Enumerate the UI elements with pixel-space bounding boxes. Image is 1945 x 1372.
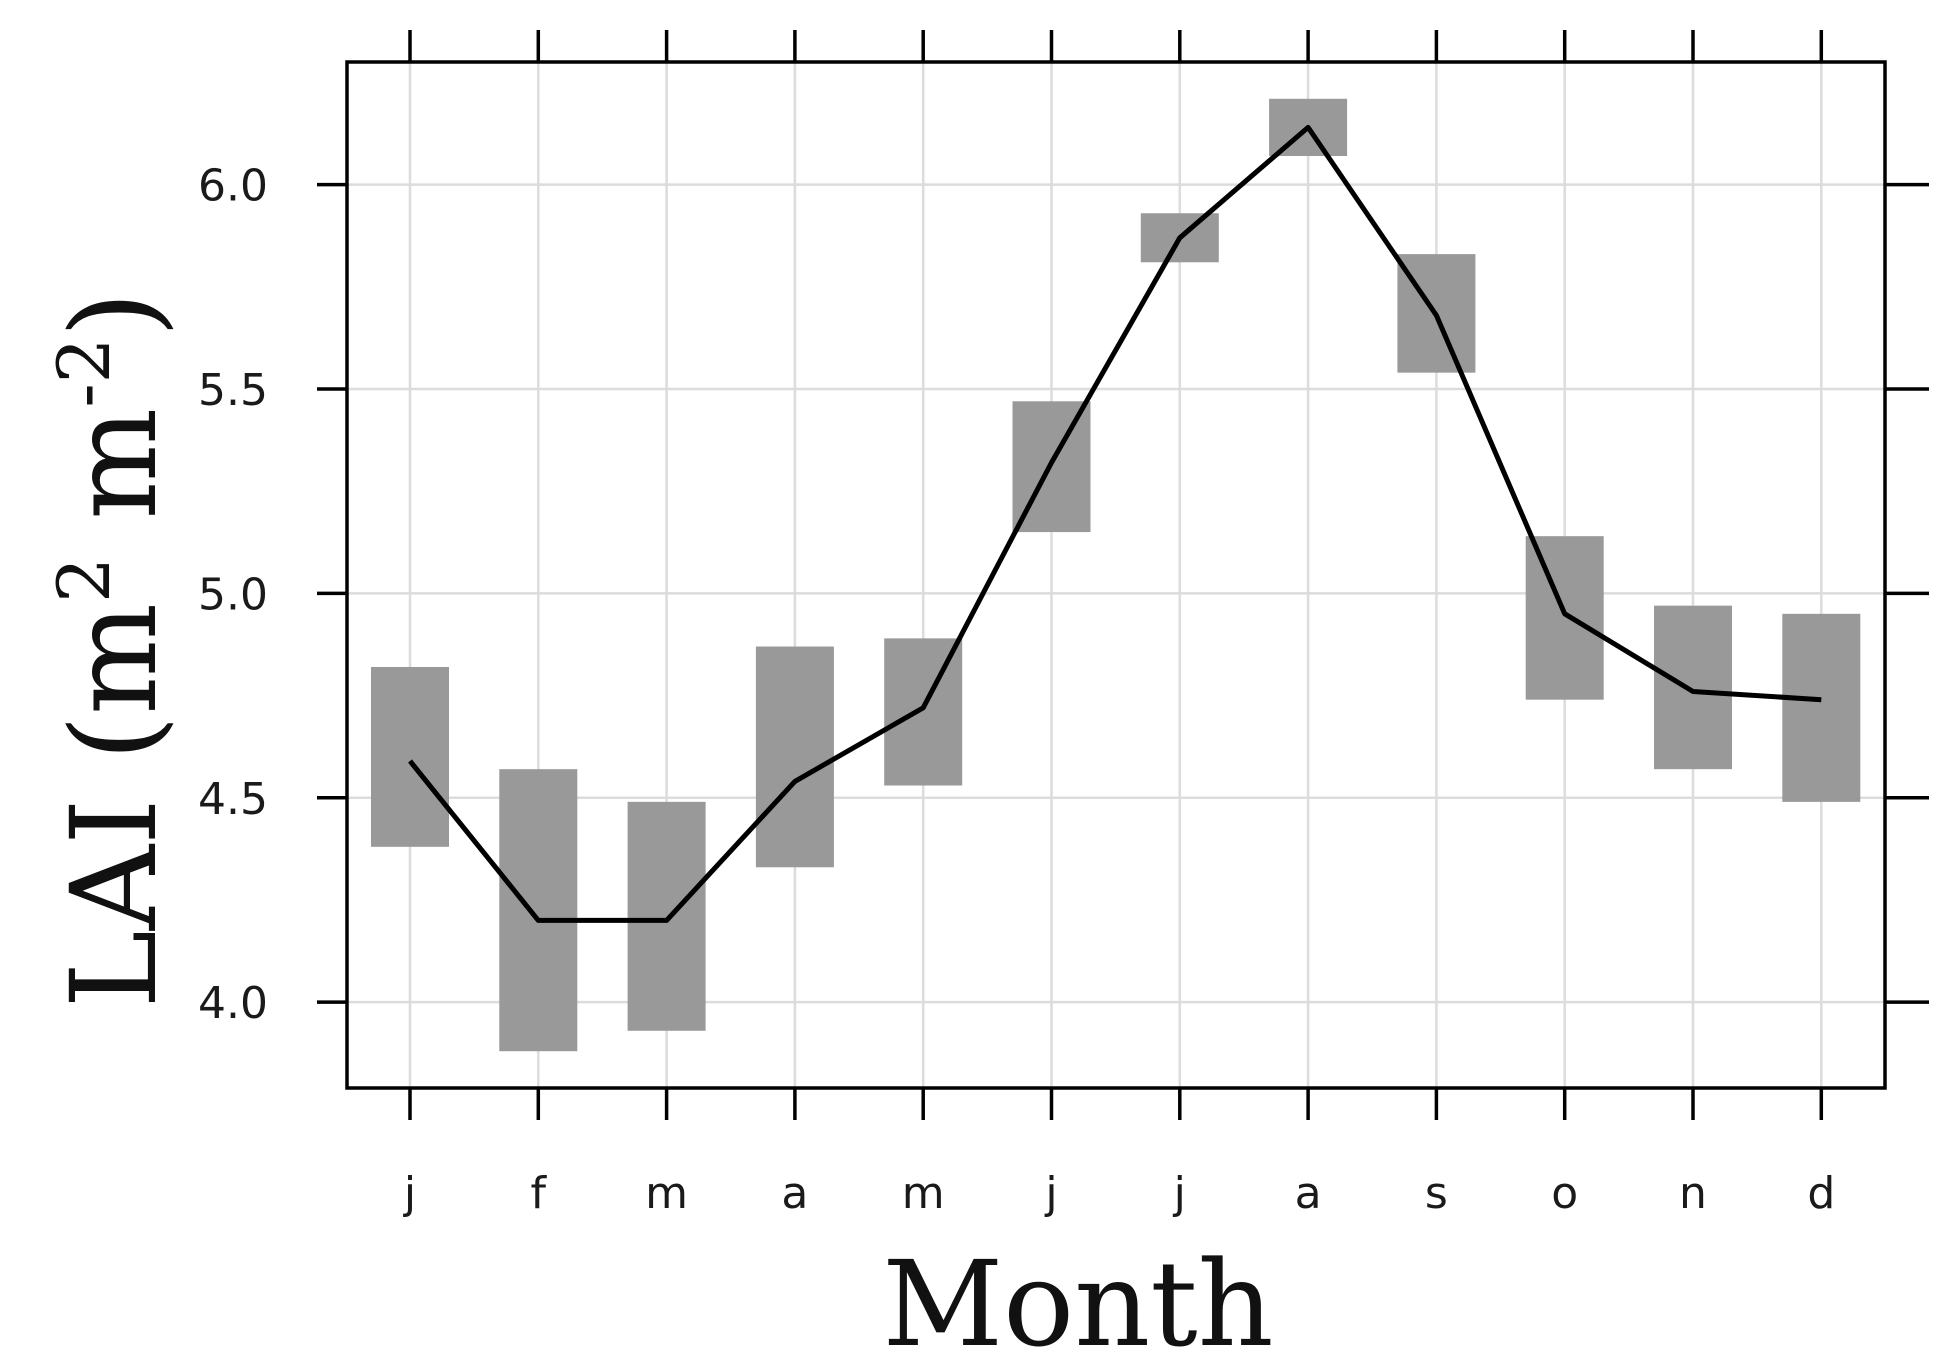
x-tick-label: o <box>1551 1168 1578 1219</box>
range-band <box>371 666 449 847</box>
range-bands <box>371 98 1861 1052</box>
y-tick-label: 4.0 <box>198 978 268 1029</box>
axis-ticks <box>317 30 1929 1120</box>
tick-labels: j f m a m j j a s o n d 4.0 4.5 5.0 5.5 6.0 <box>198 161 1835 1219</box>
x-tick-label: n <box>1679 1168 1707 1219</box>
y-axis-title-sup-2: -2 <box>42 338 126 408</box>
y-tick-label: 4.5 <box>198 774 268 825</box>
range-band <box>627 801 706 1031</box>
series-line-path <box>408 124 1822 923</box>
grid-lines <box>347 62 1885 1088</box>
y-tick-label: 5.5 <box>198 365 268 416</box>
y-tick-label: 6.0 <box>198 161 268 212</box>
range-band <box>755 646 834 868</box>
y-axis-title-suffix: ) <box>45 291 183 337</box>
range-band <box>1654 605 1732 770</box>
range-band <box>1525 536 1604 700</box>
y-axis-title-prefix: LAI (m <box>45 603 183 1009</box>
x-tick-label: d <box>1807 1168 1835 1219</box>
range-band <box>1782 613 1861 802</box>
x-tick-label: j <box>1173 1168 1186 1219</box>
plot-frame <box>345 60 1887 1090</box>
x-tick-label: s <box>1425 1168 1448 1219</box>
y-axis-title-middle: m <box>45 408 183 557</box>
x-tick-label: f <box>531 1168 548 1219</box>
y-axis-title-sup-1: 2 <box>42 557 126 603</box>
x-tick-label: m <box>645 1168 688 1219</box>
x-tick-label: a <box>781 1168 808 1219</box>
x-axis-title: Month <box>882 1235 1273 1372</box>
y-tick-label: 5.0 <box>198 569 268 620</box>
range-band <box>499 769 578 1052</box>
x-tick-label: j <box>1044 1168 1057 1219</box>
series-line <box>408 124 1822 923</box>
x-tick-label: j <box>403 1168 416 1219</box>
y-axis-title: LAI (m2 m-2) <box>42 291 183 1008</box>
x-tick-label: m <box>902 1168 945 1219</box>
x-tick-label: a <box>1295 1168 1322 1219</box>
